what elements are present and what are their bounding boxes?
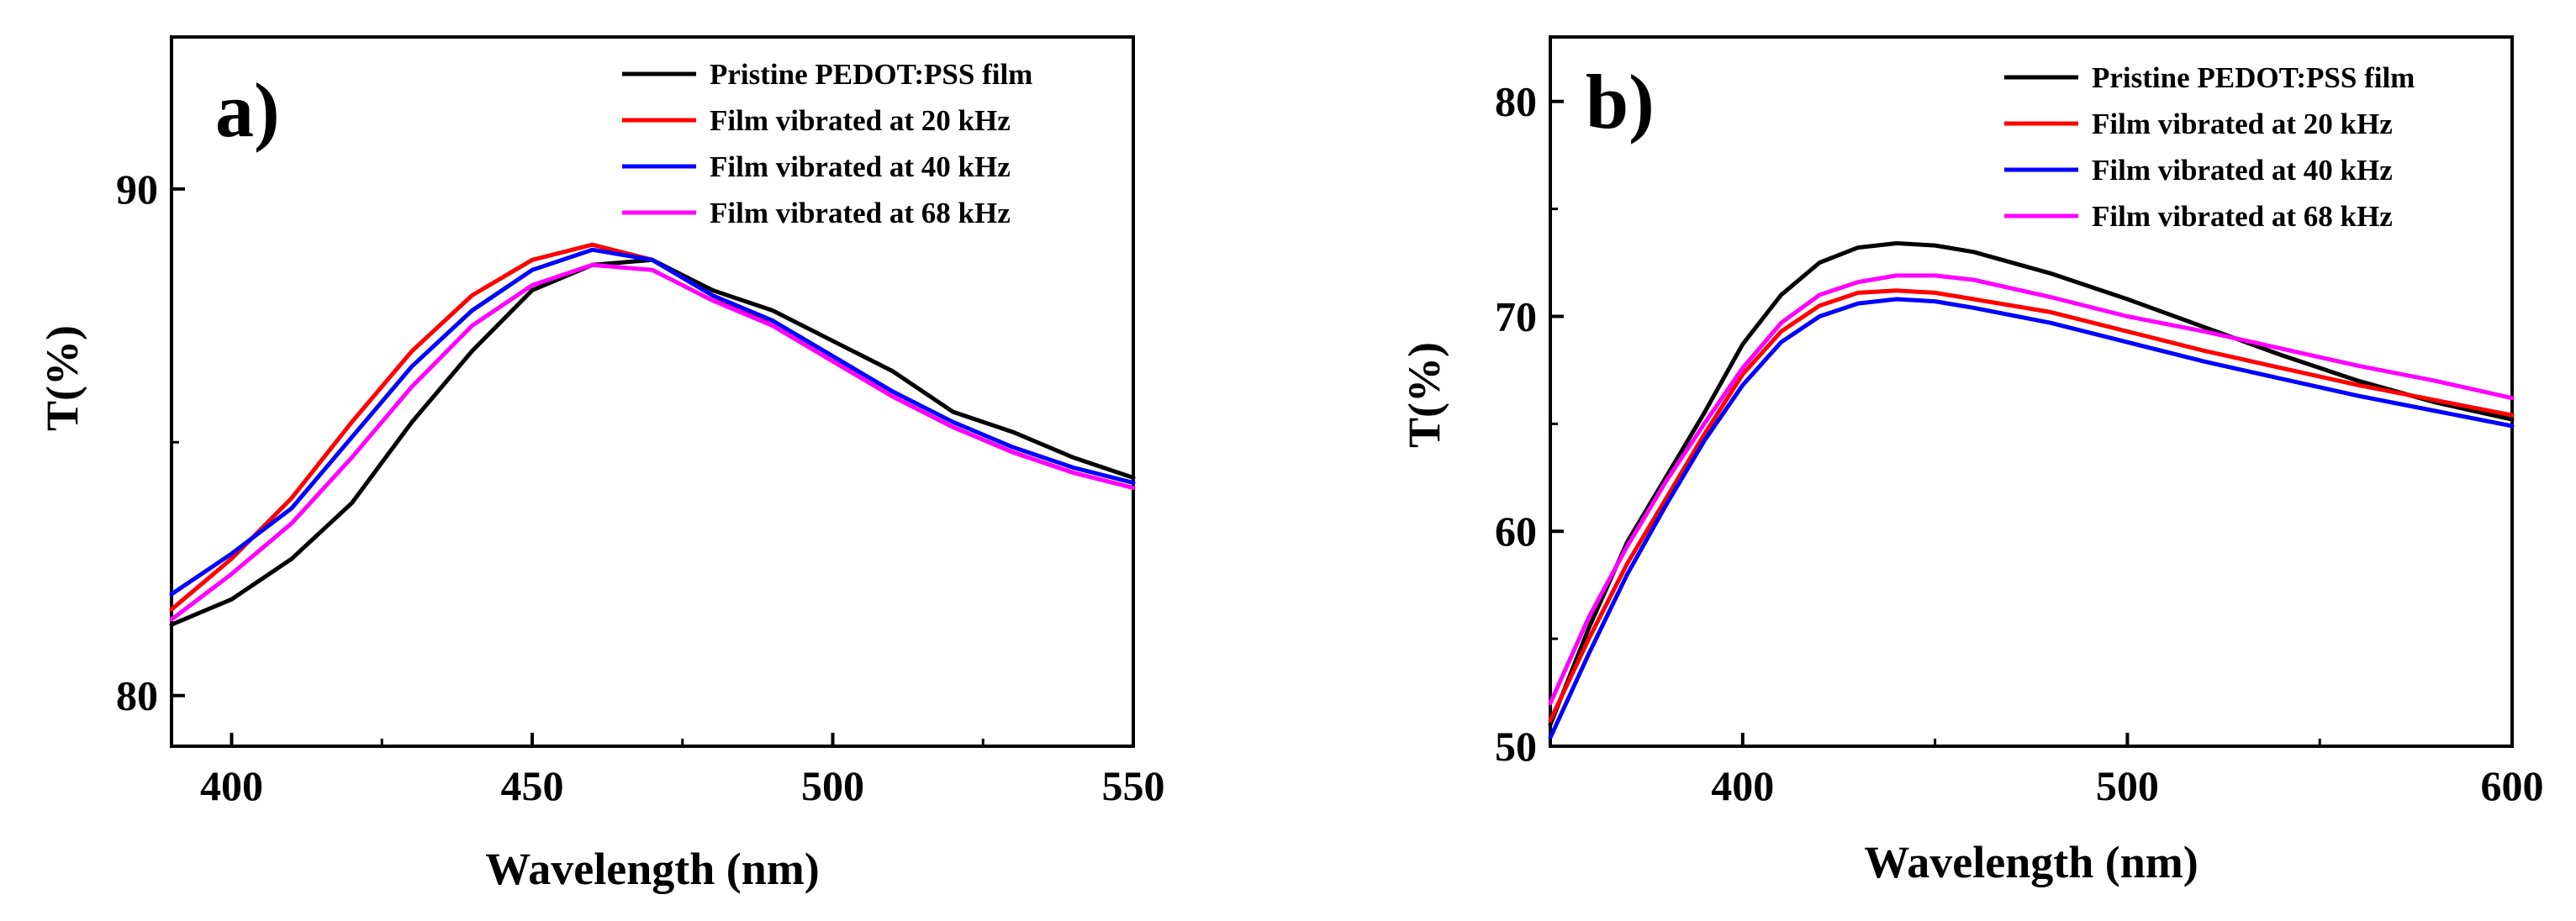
legend-label: Film vibrated at 20 kHz xyxy=(2092,108,2393,140)
x-tick-label: 500 xyxy=(2096,762,2159,809)
y-tick-label: 80 xyxy=(116,672,158,719)
series-line-2 xyxy=(169,242,1136,612)
series-line-4 xyxy=(169,262,1136,622)
y-tick-label: 50 xyxy=(1495,723,1537,770)
tick-group: 400 450 500 550 80 90 xyxy=(116,166,1165,809)
legend-label: Film vibrated at 40 kHz xyxy=(710,150,1011,183)
panel-label: a) xyxy=(215,67,280,153)
chart-panel-b: 400 500 600 50 60 70 80 b) Wavelength (nm) T(%… xyxy=(1399,35,2544,887)
x-tick-label: 600 xyxy=(2481,762,2544,809)
x-tick-label: 400 xyxy=(1711,762,1774,809)
series-line-1 xyxy=(1548,241,2515,727)
y-axis-title: T(%) xyxy=(37,325,87,431)
legend: Pristine PEDOT:PSS film Film vibrated at … xyxy=(2004,61,2415,233)
x-axis-title: Wavelength (nm) xyxy=(485,844,820,894)
series-line-4 xyxy=(1548,273,2515,706)
series-group xyxy=(1548,241,2515,740)
y-axis-title: T(%) xyxy=(1399,342,1449,448)
panel-label: b) xyxy=(1586,59,1655,145)
x-tick-label: 450 xyxy=(501,762,564,809)
legend-label: Film vibrated at 40 kHz xyxy=(2092,154,2393,187)
x-tick-label: 550 xyxy=(1102,762,1165,809)
plot-frame xyxy=(1549,35,2514,748)
chart-panel-a: 400 450 500 550 80 90 a) Wavelength (nm) T(%)… xyxy=(37,35,1165,894)
legend-label: Pristine PEDOT:PSS film xyxy=(2092,61,2415,94)
series-group xyxy=(169,242,1136,627)
legend: Pristine PEDOT:PSS film Film vibrated at … xyxy=(622,58,1032,229)
legend-label: Film vibrated at 68 kHz xyxy=(710,197,1011,229)
y-tick-label: 90 xyxy=(116,166,158,213)
series-line-3 xyxy=(1548,297,2515,740)
series-line-3 xyxy=(169,247,1136,597)
tick-group: 400 500 600 50 60 70 80 xyxy=(1495,78,2544,809)
x-axis-title: Wavelength (nm) xyxy=(1864,837,2199,887)
y-tick-label: 80 xyxy=(1495,78,1537,125)
series-line-2 xyxy=(1548,288,2515,723)
plot-frame xyxy=(170,35,1135,748)
x-tick-label: 500 xyxy=(801,762,864,809)
legend-label: Film vibrated at 20 kHz xyxy=(710,104,1011,137)
y-tick-label: 70 xyxy=(1495,292,1537,339)
y-tick-label: 60 xyxy=(1495,508,1537,555)
legend-label: Film vibrated at 68 kHz xyxy=(2092,200,2393,233)
legend-label: Pristine PEDOT:PSS film xyxy=(710,58,1032,91)
x-tick-label: 400 xyxy=(200,762,263,809)
